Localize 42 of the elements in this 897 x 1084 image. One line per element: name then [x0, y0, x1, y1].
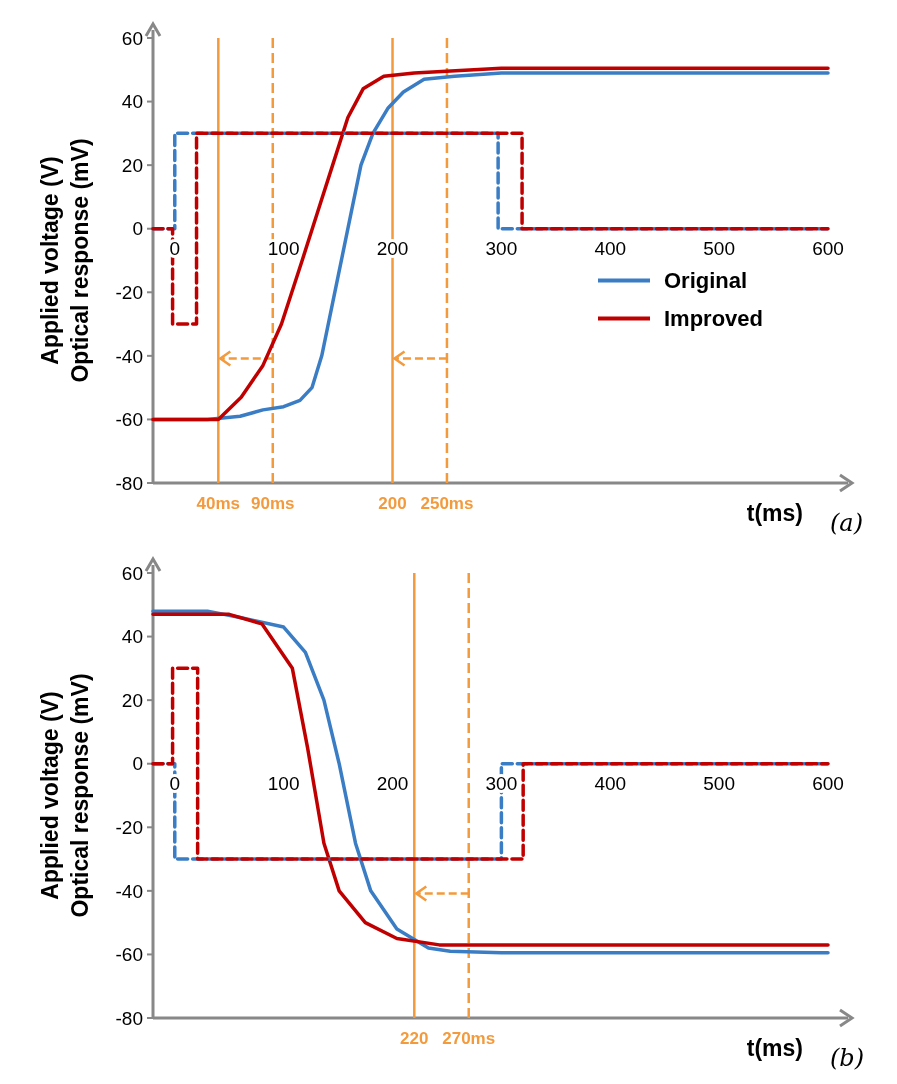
x-tick-label: 300 [485, 772, 518, 794]
y-tick-label: 40 [121, 91, 143, 113]
x-tick-label: 200 [376, 772, 409, 794]
y-axis-title: Applied voltage (V) Optical response (mV) [37, 138, 93, 383]
x-axis-title: t(ms) [746, 1035, 803, 1061]
y-tick-label: 40 [121, 626, 143, 648]
x-axis-title: t(ms) [746, 500, 803, 526]
ref-line-label: 90ms [251, 494, 295, 513]
ref-line-label: 220 [400, 1029, 429, 1048]
ref-line-label: 250ms [420, 494, 474, 513]
y-tick-label: -80 [115, 1007, 143, 1029]
ref-line-label: 40ms [196, 494, 241, 513]
x-tick-label: 600 [812, 772, 844, 794]
y-tick-label: -60 [115, 409, 143, 431]
y-tick-label: -60 [115, 944, 143, 966]
x-tick-label: 100 [267, 237, 300, 259]
x-tick-label: 400 [594, 237, 627, 259]
x-tick-label: 0 [169, 772, 181, 794]
y-tick-label: -20 [115, 816, 143, 838]
y-tick-label: 60 [121, 562, 143, 584]
y-axis-title: Applied voltage (V) Optical response (mV) [37, 673, 93, 918]
y-tick-label: 20 [121, 154, 143, 176]
x-tick-label: 400 [594, 772, 627, 794]
y-tick-label: 0 [132, 218, 143, 240]
legend-label: Original [664, 268, 748, 294]
x-tick-label: 300 [485, 237, 518, 259]
y-tick-label: -40 [115, 880, 143, 902]
ref-line-label: 200 [378, 494, 407, 513]
y-tick-label: 60 [121, 27, 143, 49]
y-tick-label: -40 [115, 345, 143, 367]
x-tick-label: 500 [703, 237, 735, 259]
text: (b) [830, 1044, 865, 1072]
y-tick-label: 20 [121, 689, 143, 711]
x-tick-label: 100 [267, 772, 300, 794]
ref-line-label: 270ms [442, 1029, 496, 1048]
x-tick-label: 600 [812, 237, 844, 259]
x-tick-label: 500 [703, 772, 735, 794]
y-tick-label: -80 [115, 472, 143, 494]
legend-label: Improved [664, 306, 764, 332]
y-tick-label: -20 [115, 281, 143, 303]
y-tick-label: 0 [132, 753, 143, 775]
text: (a) [830, 509, 864, 537]
